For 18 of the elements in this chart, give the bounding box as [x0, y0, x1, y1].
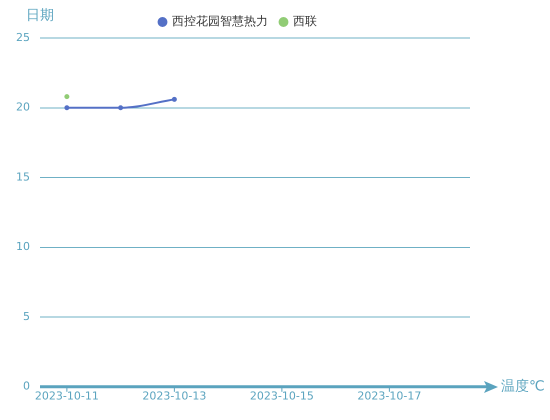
point	[172, 96, 177, 102]
x-tick-label: 2023-10-11	[34, 389, 99, 402]
x-axis-title: 温度℃	[501, 378, 545, 394]
x-tick-label: 2023-10-17	[357, 389, 422, 402]
y-tick-label: 20	[16, 100, 30, 114]
y-tick-label: 5	[22, 310, 30, 323]
y-tick-label: 25	[16, 30, 30, 44]
legend-label: 西联	[293, 14, 317, 28]
legend-label: 西控花园智慧热力	[172, 14, 268, 28]
y-axis-title: 日期	[26, 8, 54, 24]
point	[64, 94, 70, 100]
point	[118, 105, 124, 110]
y-tick-label: 0	[22, 380, 30, 393]
point	[64, 105, 70, 110]
y-tick-label: 10	[16, 240, 30, 254]
x-tick-label: 2023-10-15	[250, 389, 314, 402]
x-tick-label: 2023-10-13	[142, 389, 206, 402]
y-tick-label: 15	[16, 170, 30, 184]
